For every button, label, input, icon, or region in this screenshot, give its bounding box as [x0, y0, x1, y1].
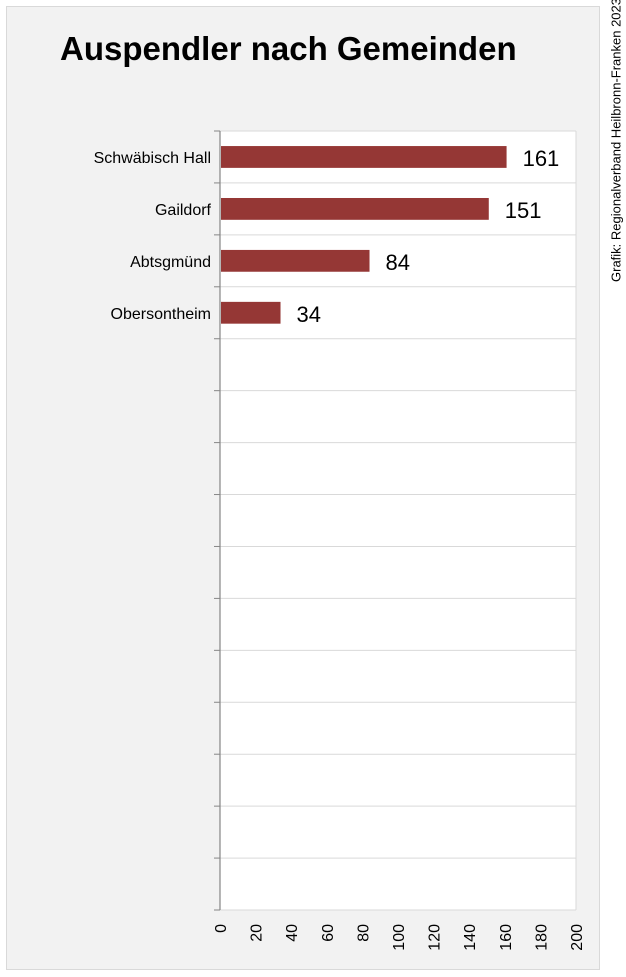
- plot-area: [220, 131, 576, 910]
- x-tick-label: 100: [391, 924, 408, 951]
- category-label: Abtsgmünd: [130, 254, 211, 271]
- bar: [221, 197, 489, 220]
- x-tick-label: 200: [569, 924, 586, 951]
- data-label: 34: [297, 302, 321, 327]
- category-label: Obersontheim: [111, 306, 212, 323]
- bar: [221, 249, 370, 272]
- x-tick-label: 60: [320, 924, 337, 942]
- data-label: 151: [505, 198, 542, 223]
- x-tick-label: 140: [462, 924, 479, 951]
- x-tick-label: 120: [427, 924, 444, 951]
- x-tick-label: 160: [498, 924, 515, 951]
- x-tick-label: 180: [533, 924, 550, 951]
- x-tick-label: 20: [249, 924, 266, 942]
- data-label: 84: [386, 250, 410, 275]
- category-label: Schwäbisch Hall: [94, 150, 211, 167]
- chart-title: Auspendler nach Gemeinden: [60, 30, 517, 67]
- bar: [221, 146, 507, 168]
- data-label: 161: [523, 146, 560, 171]
- x-tick-label: 40: [284, 924, 301, 942]
- x-tick-label: 0: [213, 924, 230, 933]
- category-label: Gaildorf: [155, 202, 212, 219]
- bar: [221, 301, 281, 324]
- x-tick-label: 80: [355, 924, 372, 942]
